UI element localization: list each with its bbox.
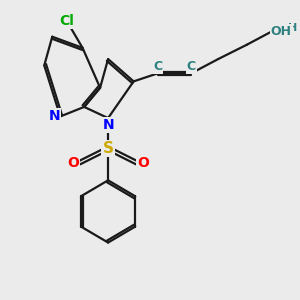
Text: S: S	[103, 141, 114, 156]
Text: OH: OH	[271, 26, 292, 38]
Text: N: N	[49, 110, 60, 124]
Text: C: C	[153, 60, 162, 74]
Text: Cl: Cl	[59, 14, 74, 28]
Text: O: O	[137, 156, 149, 170]
Text: N: N	[102, 118, 114, 132]
Text: C: C	[187, 60, 196, 74]
Text: O: O	[68, 156, 80, 170]
Text: H: H	[288, 23, 298, 33]
